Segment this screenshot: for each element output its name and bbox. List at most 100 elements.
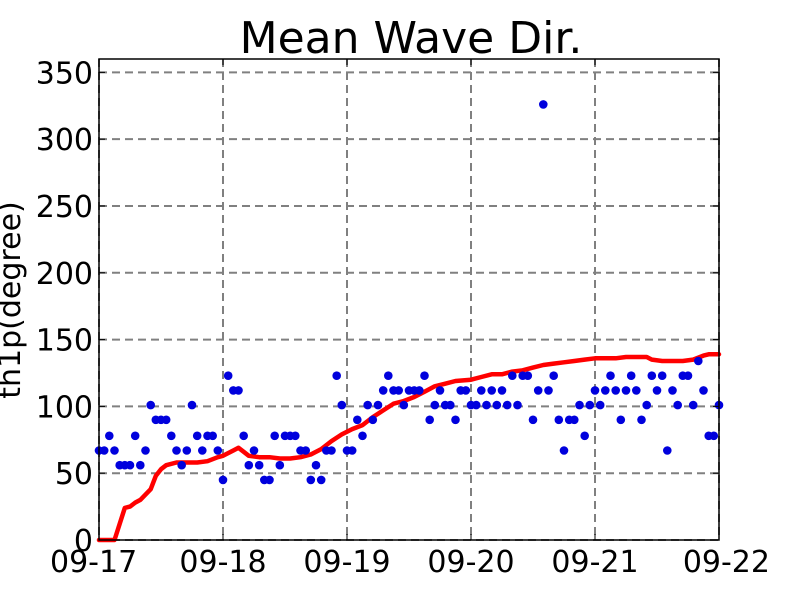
scatter-point (539, 100, 548, 109)
x-tick-label: 09-17 (50, 545, 137, 580)
scatter-point (451, 415, 460, 425)
scatter-point (497, 386, 507, 395)
scatter-point (399, 400, 409, 410)
scatter-point (125, 460, 135, 470)
series-scatter-layer (94, 100, 724, 485)
scatter-point (668, 386, 677, 395)
plot-frame (98, 58, 720, 541)
scatter-point (358, 431, 367, 441)
scatter-point (105, 431, 114, 441)
scatter-point (688, 400, 698, 410)
scatter-point (223, 371, 233, 381)
scatter-point (637, 415, 646, 425)
scatter-point (141, 446, 150, 455)
scatter-point (492, 400, 502, 410)
y-tick-label: 200 (36, 257, 93, 292)
scatter-point (239, 431, 248, 441)
scatter-point (254, 460, 264, 470)
scatter-point (544, 386, 553, 395)
y-tick-label: 150 (36, 324, 93, 359)
scatter-point (694, 356, 703, 366)
scatter-point (275, 460, 285, 470)
scatter-point (177, 460, 186, 470)
scatter-point (570, 415, 579, 425)
scatter-point (384, 371, 393, 381)
scatter-point (632, 386, 641, 395)
scatter-point (657, 371, 667, 381)
scatter-point (146, 400, 155, 410)
scatter-point (699, 386, 708, 395)
scatter-point (265, 475, 274, 485)
scatter-point (611, 386, 620, 395)
scatter-point (580, 431, 589, 441)
scatter-point (110, 446, 119, 455)
scatter-point (208, 431, 217, 441)
scatter-point (709, 431, 719, 441)
scatter-point (626, 371, 636, 381)
scatter-point (528, 415, 538, 425)
y-tick-label: 300 (36, 123, 93, 158)
scatter-point (471, 400, 481, 410)
scatter-point (316, 475, 326, 485)
scatter-point (378, 386, 388, 395)
scatter-point (621, 386, 631, 395)
scatter-point (420, 371, 429, 381)
scatter-point (642, 400, 651, 410)
scatter-point (549, 371, 558, 381)
scatter-point (306, 475, 316, 485)
scatter-point (353, 415, 362, 425)
scatter-point (482, 400, 491, 410)
scatter-point (99, 446, 109, 455)
scatter-point (683, 371, 693, 381)
scatter-point (430, 400, 440, 410)
scatter-point (585, 400, 595, 410)
chart-title: Mean Wave Dir. (240, 13, 583, 64)
scatter-point (373, 400, 383, 410)
scatter-point (554, 415, 564, 425)
scatter-point (595, 400, 605, 410)
scatter-point (394, 386, 404, 395)
scatter-point (559, 446, 569, 455)
scatter-point (513, 400, 522, 410)
scatter-point (192, 431, 202, 441)
scatter-point (575, 400, 584, 410)
scatter-point (347, 446, 357, 455)
scatter-point (652, 386, 662, 395)
scatter-point (606, 371, 615, 381)
scatter-point (130, 431, 140, 441)
scatter-point (487, 386, 497, 395)
scatter-point (523, 371, 533, 381)
scatter-point (311, 460, 321, 470)
scatter-point (435, 386, 445, 395)
scatter-point (461, 386, 471, 395)
scatter-point (477, 386, 486, 395)
scatter-point (301, 446, 311, 455)
scatter-point (218, 475, 228, 485)
x-tick-label: 09-21 (551, 545, 638, 580)
scatter-point (368, 415, 378, 425)
scatter-point (213, 446, 223, 455)
x-tick-label: 09-19 (303, 545, 390, 580)
series-line-1 (96, 352, 722, 543)
scatter-point (244, 460, 254, 470)
scatter-point (663, 446, 672, 455)
scatter-point (601, 386, 610, 395)
scatter-point (616, 415, 626, 425)
y-tick-label: 350 (36, 56, 93, 91)
scatter-point (249, 446, 259, 455)
y-tick-label: 50 (55, 457, 93, 492)
scatter-point (167, 431, 176, 441)
scatter-point (533, 386, 543, 395)
y-tick-label: 250 (36, 190, 93, 225)
scatter-point (136, 460, 145, 470)
scatter-point (291, 431, 300, 441)
x-tick-label: 09-22 (683, 545, 770, 580)
series-line-layer (96, 352, 722, 543)
scatter-point (187, 400, 197, 410)
x-tick-label: 09-18 (179, 545, 266, 580)
scatter-point (198, 446, 207, 455)
scatter-point (182, 446, 192, 455)
scatter-point (673, 400, 682, 410)
scatter-point (446, 400, 455, 410)
